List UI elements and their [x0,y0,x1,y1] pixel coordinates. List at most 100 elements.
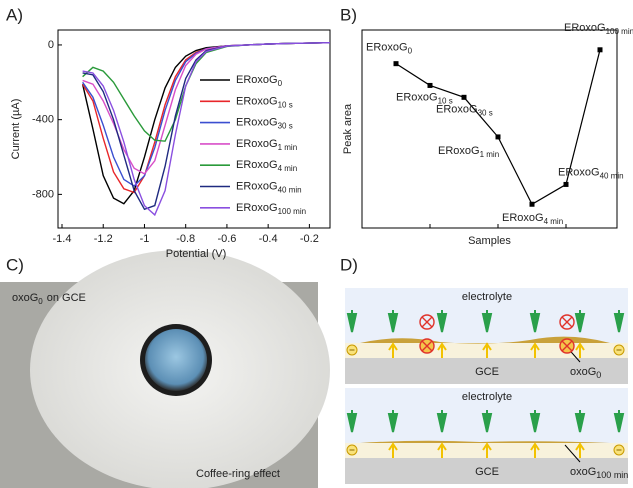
label-main: oxoG [570,466,596,478]
electrode-block [345,358,628,384]
cv-curve [82,42,331,142]
green-arrow [529,410,541,433]
label-subscript: 100 min [606,27,633,36]
legend-entry: ERoxoG1 min [236,138,297,152]
yellow-arrow [388,342,398,358]
label-subscript: 0 [38,297,43,306]
electrode-label: GCE [475,366,499,378]
x-tick-label: -1.4 [53,233,72,245]
y-tick-label: 0 [48,39,54,51]
x-tick-label: -0.8 [176,233,195,245]
label-main: oxoG [570,366,596,378]
x-tick-label: -0.6 [217,233,236,245]
blocked-icon [559,314,575,330]
pointer-arrow [564,444,581,463]
film-label: oxoG100 min [570,466,628,480]
label-subscript: 1 min [480,150,500,159]
yellow-arrow [575,442,585,458]
label-main: ERoxoG [564,22,606,34]
legend-entry: ERoxoG30 s [236,117,293,131]
label-main: ERoxoG [236,117,278,129]
diagram-top [345,288,628,384]
cv-curve [82,42,331,217]
yellow-arrow [482,342,492,358]
green-arrow [574,410,586,433]
label-subscript: 30 s [278,122,293,131]
y-tick-label: -400 [32,114,54,126]
panel-label: B) [340,5,357,24]
data-point [461,94,467,100]
label-main: ERoxoG [438,145,480,157]
point-label: ERoxoG0 [366,42,413,56]
label-subscript: 100 min [596,470,628,480]
panel-label: A) [6,5,23,24]
electrode-label: GCE [475,466,499,478]
label-main: ERoxoG [436,103,478,115]
yellow-arrow [437,442,447,458]
legend-entry: ERoxoG100 min [236,202,306,216]
x-axis-label: Potential (V) [166,248,227,260]
legend-entry: ERoxoG4 min [236,159,297,173]
y-tick-label: -800 [32,188,54,200]
label-subscript: 1 min [278,143,298,152]
label-subscript: 4 min [278,164,298,173]
label-main: ERoxoG [502,212,544,224]
peak-area-line [395,49,601,206]
green-arrow [346,310,358,333]
yellow-arrow [482,442,492,458]
cv-curve [82,42,331,175]
label-subscript: 40 min [278,186,302,195]
yellow-arrow [437,342,447,358]
plot-frame [57,29,331,229]
label-main: ERoxoG [396,91,438,103]
label-subscript: 10 s [278,100,293,109]
panel-label: C) [6,255,24,274]
photo-caption: oxoG0 on GCE [12,292,86,306]
label-main: ERoxoG [558,166,600,178]
green-arrow [613,410,625,433]
y-axis-label: Peak area [342,103,354,154]
data-point [529,201,535,207]
green-arrow [574,310,586,333]
label-subscript: 0 [408,47,413,56]
x-tick-label: -0.4 [259,233,278,245]
label-subscript: 100 min [278,207,306,216]
label-main: ERoxoG [236,138,278,150]
label-subscript: 10 s [438,97,453,106]
label-main: ERoxoG [366,42,408,54]
point-label: ERoxoG40 min [558,166,624,180]
yellow-arrow [530,342,540,358]
label-main: ERoxoG [236,202,278,214]
blocked-cross [421,316,433,328]
medium-label: electrolyte [462,291,512,303]
data-point [393,61,399,67]
green-arrow [346,410,358,433]
label-main: oxoG [12,292,38,304]
x-tick-label: -1 [140,233,150,245]
point-label: ERoxoG4 min [502,212,563,226]
data-point [563,181,569,187]
legend-entry: ERoxoG40 min [236,180,302,194]
yellow-arrow [388,442,398,458]
panel-label: D) [340,255,358,274]
x-tick-label: -1.2 [94,233,113,245]
label-main: ERoxoG [236,74,278,86]
electrode-block [345,458,628,484]
cv-curve [82,42,331,211]
data-point [597,47,603,53]
label-main: ERoxoG [236,180,278,192]
blocked-cross [421,340,433,352]
yellow-arrow [530,442,540,458]
green-arrow [436,310,448,333]
green-arrow [387,310,399,333]
film-label: oxoG0 [570,366,601,380]
y-axis-label: Current (µA) [10,99,22,160]
point-label: ERoxoG1 min [438,145,499,159]
legend-entry: ERoxoG0 [236,74,283,88]
label-subscript: 0 [278,79,283,88]
data-point [427,82,433,88]
label-subscript: 30 s [478,108,493,117]
blocked-icon [419,314,435,330]
x-tick-label: -0.2 [300,233,319,245]
